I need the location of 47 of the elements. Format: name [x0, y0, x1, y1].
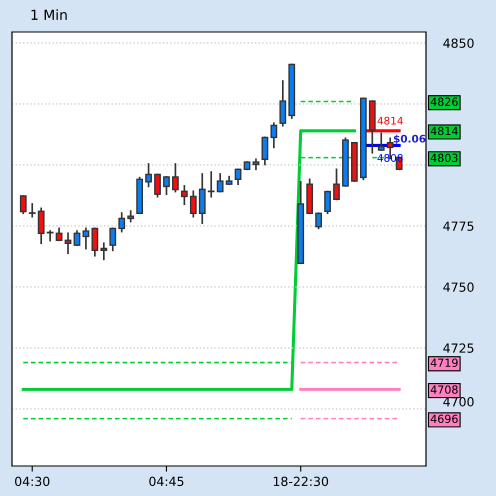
- candlestick: [216, 173, 224, 192]
- candlestick: [315, 212, 322, 230]
- candlestick: [198, 173, 206, 224]
- candlestick: [74, 230, 80, 246]
- candlestick: [109, 228, 116, 252]
- candlestick: [252, 158, 260, 170]
- candlestick: [100, 242, 108, 260]
- candlestick: [180, 185, 188, 206]
- candlestick: [118, 212, 126, 232]
- y-tick-label: 4775: [443, 222, 474, 231]
- candlestick: [163, 176, 170, 196]
- candlestick: [127, 210, 134, 222]
- y2-tick-label: 4696: [430, 414, 458, 424]
- y-tick-label: 4725: [443, 343, 474, 353]
- candlestick: [378, 132, 385, 151]
- candlestick: [270, 122, 278, 148]
- y2-tick-label: 4826: [430, 98, 458, 106]
- y2-tick-label: 4814: [430, 126, 458, 136]
- candlestick: [172, 163, 179, 192]
- candlestick: [324, 190, 331, 214]
- y2-tick-label: 4803: [430, 154, 458, 162]
- x-tick-label: 04:30: [15, 476, 50, 486]
- candlestick: [190, 190, 197, 218]
- y2-tick-label: 4708: [430, 385, 458, 394]
- x-tick-label: 18-22:30: [274, 476, 328, 486]
- data-label: 4814: [377, 116, 403, 125]
- candlestick: [82, 228, 90, 250]
- candlestick: [262, 136, 268, 166]
- candlestick: [154, 174, 161, 198]
- chart-title: 1 Min: [32, 9, 67, 20]
- candlestick: [64, 232, 72, 254]
- candlestick: [208, 171, 215, 198]
- candlestick: [20, 195, 27, 214]
- y2-tick-label: 4719: [430, 358, 458, 367]
- candlestick: [145, 163, 152, 188]
- candlestick: [56, 228, 62, 242]
- candlestick: [28, 203, 36, 218]
- candlestick: [234, 168, 242, 186]
- y-tick-label: 4850: [443, 38, 474, 48]
- candlestick: [38, 208, 45, 244]
- x-tick-label: 04:45: [149, 476, 184, 486]
- candlestick: [46, 230, 54, 242]
- candlestick: [279, 80, 286, 127]
- candlestick: [91, 228, 98, 257]
- y-tick-label: 4750: [443, 282, 474, 292]
- annotation: $0.06: [394, 134, 426, 144]
- candlestick: [333, 168, 340, 200]
